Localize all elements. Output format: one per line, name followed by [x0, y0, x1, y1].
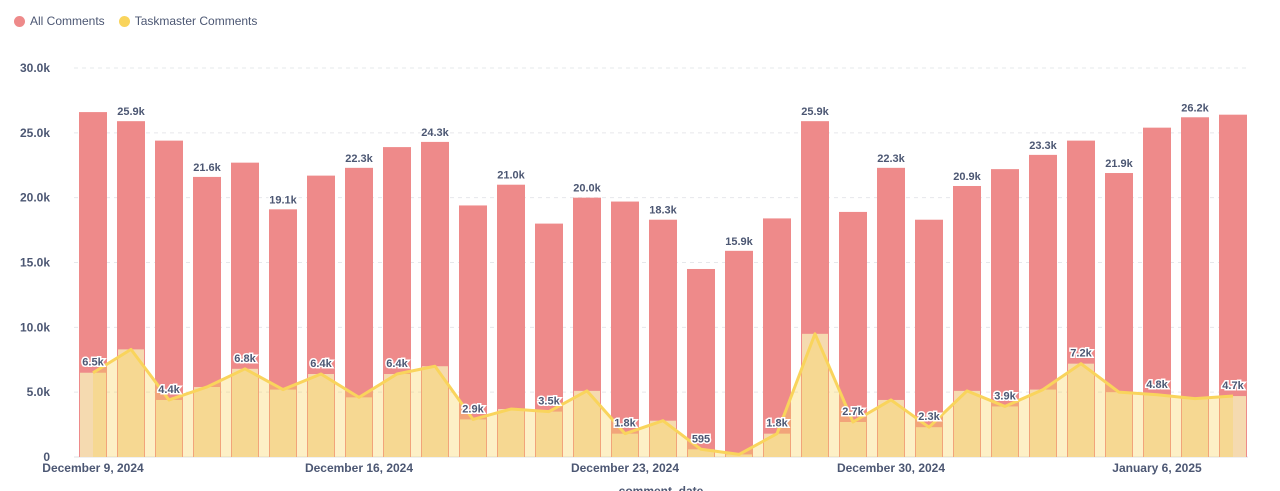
bar-all-comments[interactable] — [725, 250, 753, 457]
legend-label-taskmaster-comments: Taskmaster Comments — [134, 14, 258, 28]
taskmaster-column — [1068, 363, 1094, 457]
bar-data-label: 25.9k — [801, 106, 829, 118]
line-data-label: 595 — [692, 433, 710, 445]
taskmaster-column — [1220, 396, 1246, 457]
y-tick-label: 5.0k — [27, 385, 51, 399]
line-data-label: 6.4k — [310, 358, 332, 370]
y-tick-label: 0 — [43, 450, 50, 464]
y-tick-label: 30.0k — [20, 61, 50, 75]
bar-data-label: 18.3k — [649, 205, 677, 217]
legend-item-taskmaster-comments[interactable]: Taskmaster Comments — [118, 14, 258, 28]
line-data-label: 4.7k — [1222, 380, 1244, 392]
chart-legend: All Comments Taskmaster Comments — [14, 14, 257, 28]
legend-dot-taskmaster-comments — [118, 15, 130, 27]
y-tick-label: 20.0k — [20, 191, 50, 205]
line-data-label: 6.8k — [234, 353, 256, 365]
legend-dot-all-comments — [14, 15, 25, 27]
taskmaster-column — [1106, 392, 1132, 457]
line-data-label: 2.9k — [462, 403, 484, 415]
bar-data-label: 23.3k — [1029, 140, 1057, 152]
taskmaster-column — [118, 349, 144, 457]
taskmaster-column — [536, 411, 562, 457]
x-tick-label: December 16, 2024 — [305, 461, 413, 475]
line-data-label: 6.5k — [82, 357, 104, 369]
bar-data-label: 22.3k — [345, 153, 373, 165]
bar-data-label: 25.9k — [117, 106, 145, 118]
taskmaster-column — [1030, 389, 1056, 457]
bar-data-label: 20.0k — [573, 183, 601, 195]
taskmaster-area — [93, 333, 1233, 457]
line-data-label: 1.8k — [614, 418, 636, 430]
taskmaster-column — [232, 368, 258, 457]
bar-all-comments[interactable] — [611, 201, 639, 457]
taskmaster-column — [916, 427, 942, 457]
taskmaster-column — [422, 366, 448, 457]
taskmaster-column — [384, 374, 410, 457]
bar-data-label: 15.9k — [725, 236, 753, 248]
x-tick-label: December 9, 2024 — [42, 461, 144, 475]
bar-all-comments[interactable] — [459, 205, 487, 457]
x-tick-label: December 23, 2024 — [571, 461, 679, 475]
taskmaster-line[interactable] — [92, 332, 1234, 456]
line-data-label: 7.2k — [1070, 348, 1092, 360]
taskmaster-column — [498, 409, 524, 457]
y-tick-label: 15.0k — [20, 256, 50, 270]
taskmaster-column — [764, 433, 790, 457]
line-data-label: 2.3k — [918, 411, 940, 423]
taskmaster-column — [1144, 394, 1170, 457]
line-data-label: 6.4k — [386, 358, 408, 370]
legend-label-all-comments: All Comments — [30, 14, 105, 28]
line-data-label: 4.8k — [1146, 379, 1168, 391]
line-data-label: 2.7k — [842, 406, 864, 418]
taskmaster-column — [612, 433, 638, 457]
taskmaster-column — [878, 399, 904, 457]
taskmaster-column — [270, 389, 296, 457]
taskmaster-column — [688, 449, 714, 457]
taskmaster-column — [460, 419, 486, 457]
taskmaster-column — [308, 374, 334, 457]
bar-data-label: 21.0k — [497, 170, 525, 182]
taskmaster-column — [840, 421, 866, 457]
taskmaster-column — [346, 397, 372, 457]
line-data-label: 1.8k — [766, 418, 788, 430]
bar-data-label: 24.3k — [421, 127, 449, 139]
y-tick-label: 10.0k — [20, 320, 50, 334]
bar-data-label: 26.2k — [1181, 102, 1209, 114]
bar-all-comments[interactable] — [649, 219, 677, 457]
bar-data-label: 19.1k — [269, 194, 297, 206]
bar-data-label: 22.3k — [877, 153, 905, 165]
bar-data-label: 20.9k — [953, 171, 981, 183]
line-data-label: 4.4k — [158, 384, 180, 396]
bar-data-label: 21.6k — [193, 162, 221, 174]
legend-item-all-comments[interactable]: All Comments — [14, 14, 105, 28]
taskmaster-column — [992, 406, 1018, 457]
x-axis-title: comment_date — [619, 484, 704, 491]
line-data-label: 3.9k — [994, 390, 1016, 402]
taskmaster-column — [80, 372, 106, 457]
taskmaster-column — [1182, 398, 1208, 457]
x-tick-label: January 6, 2025 — [1112, 461, 1202, 475]
x-tick-label: December 30, 2024 — [837, 461, 945, 475]
bar-data-label: 21.9k — [1105, 158, 1133, 170]
y-tick-label: 25.0k — [20, 126, 50, 140]
taskmaster-column — [194, 386, 220, 457]
bar-all-comments[interactable] — [763, 218, 791, 457]
bar-all-comments[interactable] — [687, 268, 715, 457]
line-data-label: 3.5k — [538, 396, 560, 408]
taskmaster-column — [156, 399, 182, 457]
taskmaster-column — [954, 390, 980, 457]
